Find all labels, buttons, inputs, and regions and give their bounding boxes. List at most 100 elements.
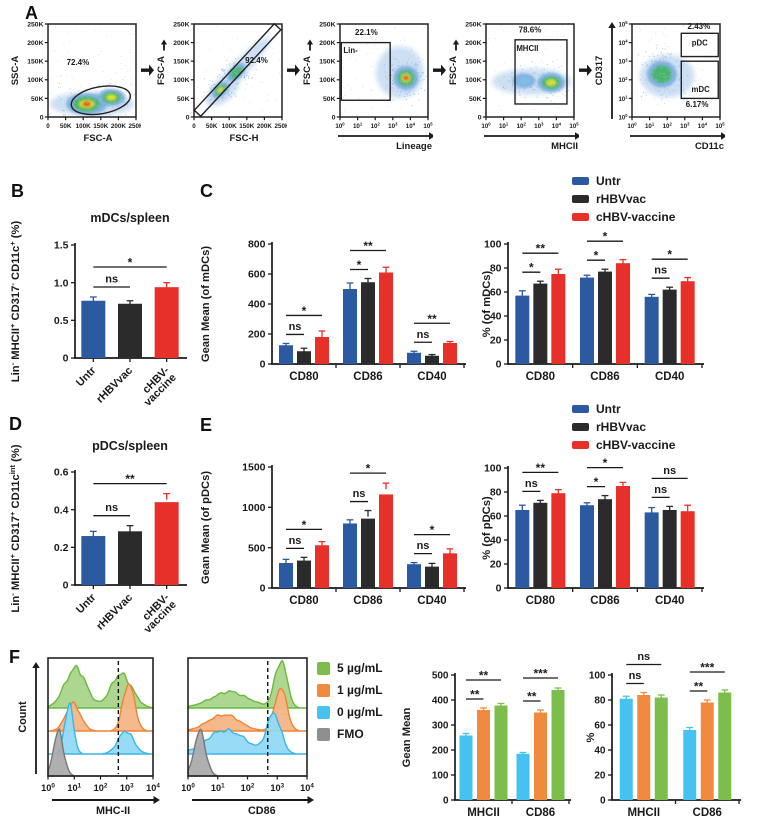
svg-text:80: 80	[490, 487, 502, 499]
category-label: rHBVvac	[94, 592, 135, 633]
density-plot-area	[340, 25, 428, 117]
svg-text:0: 0	[46, 123, 50, 130]
flow-plot-4: 0 50K 100K 150K 200K 250K 100 101 102 103 104 105 MH…	[448, 21, 579, 152]
svg-text:0: 0	[63, 353, 69, 365]
svg-text:22.1%: 22.1%	[355, 28, 378, 37]
group-legend-item-0: Untr	[572, 172, 675, 190]
svg-text:*: *	[594, 249, 599, 263]
svg-text:% (of mDCs): % (of mDCs)	[482, 270, 493, 337]
svg-text:CD40: CD40	[417, 371, 446, 383]
svg-text:200K: 200K	[27, 40, 43, 47]
svg-text:**: **	[427, 312, 437, 326]
panel-label-d: D	[9, 414, 22, 434]
svg-text:50K: 50K	[60, 123, 72, 130]
legend-swatch-icon	[572, 441, 589, 449]
legend-swatch-icon	[572, 177, 589, 185]
svg-text:***: ***	[700, 661, 714, 675]
svg-text:150K: 150K	[27, 59, 43, 66]
svg-text:100: 100	[481, 122, 491, 130]
svg-text:1000: 1000	[242, 502, 266, 514]
svg-text:**: **	[363, 239, 373, 253]
flow-plot-3: 0 50K 100K 150K 200K 250K 100 101 102 103 104 105 Li…	[302, 21, 433, 152]
group-legend-top: Untr rHBVvac cHBV-vaccine	[572, 172, 675, 226]
svg-text:102: 102	[663, 122, 673, 130]
svg-text:1.5: 1.5	[54, 240, 69, 252]
svg-text:100: 100	[484, 463, 502, 475]
svg-text:103: 103	[534, 122, 544, 130]
svg-text:100: 100	[182, 783, 195, 794]
chart-gean-mean-pdcs: 0 500 1000 1500 Gean Mean (of pDCs) CD80 ns * CD…	[196, 408, 482, 637]
svg-text:CD86: CD86	[590, 371, 619, 383]
svg-text:CD80: CD80	[526, 371, 555, 383]
svg-text:0: 0	[496, 583, 502, 595]
svg-text:200: 200	[248, 329, 266, 341]
svg-text:800: 800	[248, 239, 266, 251]
svg-text:0: 0	[260, 359, 266, 371]
panel-label-b: B	[11, 181, 24, 201]
svg-text:CD86: CD86	[693, 807, 722, 819]
svg-text:*: *	[603, 230, 608, 244]
svg-text:Gean Mean (of pDCs): Gean Mean (of pDCs)	[200, 471, 212, 584]
svg-text:Count: Count	[17, 701, 29, 733]
group-legend-item-1: rHBVvac	[572, 190, 675, 208]
group-legend-e: Untr rHBVvac cHBV-vaccine	[572, 400, 675, 454]
svg-text:*: *	[128, 255, 133, 269]
svg-text:ns: ns	[417, 329, 430, 341]
svg-text:101: 101	[619, 95, 629, 103]
svg-text:104: 104	[300, 783, 314, 794]
svg-text:100: 100	[41, 783, 55, 794]
svg-text:FSC-A: FSC-A	[448, 56, 459, 85]
svg-text:**: **	[125, 472, 135, 486]
legend-swatch-icon	[572, 423, 589, 431]
svg-text:20: 20	[490, 559, 502, 571]
category-label: Untr	[74, 591, 99, 616]
density-plot-area	[197, 24, 282, 117]
svg-text:CD80: CD80	[526, 595, 555, 607]
svg-text:100K: 100K	[465, 77, 481, 84]
svg-text:50K: 50K	[323, 96, 336, 103]
dose-legend-item-0: 5 µg/mL	[317, 657, 383, 679]
svg-text:200K: 200K	[465, 40, 481, 47]
svg-text:2.43%: 2.43%	[688, 22, 711, 31]
svg-text:250K: 250K	[319, 21, 335, 28]
svg-text:40: 40	[490, 535, 502, 547]
legend-swatch-icon	[317, 683, 330, 697]
svg-text:FSC-A: FSC-A	[302, 56, 313, 85]
svg-text:FSC-H: FSC-H	[229, 133, 258, 144]
svg-text:100K: 100K	[319, 77, 335, 84]
svg-text:ns: ns	[289, 535, 302, 547]
svg-text:200K: 200K	[319, 40, 335, 47]
svg-text:200: 200	[432, 746, 449, 757]
svg-text:104: 104	[619, 39, 629, 47]
svg-text:SSC-A: SSC-A	[10, 56, 21, 86]
svg-text:CD40: CD40	[417, 595, 446, 607]
svg-text:50K: 50K	[31, 96, 44, 103]
svg-text:104: 104	[146, 783, 160, 794]
svg-text:*: *	[529, 261, 534, 275]
svg-text:250K: 250K	[128, 123, 141, 130]
svg-text:300: 300	[432, 721, 449, 732]
svg-text:Lin- MHCII+ CD317+ CD11cint (%: Lin- MHCII+ CD317+ CD11cint (%)	[8, 444, 22, 612]
chart-f-gean-mean: 0 100 200 300 400 500 Gean Mean MHCII ** ** CD86 **…	[398, 648, 588, 833]
chart-percent-pdcs: 0 20 40 60 80 100% (of pDCs) CD80 ns ** CD86 * * CD4…	[481, 408, 758, 637]
svg-text:CD86: CD86	[590, 595, 619, 607]
group-legend-e-item-1: rHBVvac	[572, 418, 675, 436]
flow-plot-5: 100 101 102 103 104 105 100 101 102 103 104 105 CD11…	[594, 20, 725, 152]
gating-arrow-icon	[287, 64, 300, 76]
svg-text:0: 0	[478, 114, 482, 121]
panel-label-f: F	[9, 647, 20, 667]
svg-text:CD40: CD40	[655, 371, 684, 383]
flow-cytometry-gating-row: 050K100K150K200K250K050K100K150K200K250K…	[8, 12, 725, 164]
svg-text:CD40: CD40	[655, 595, 684, 607]
svg-text:CD80: CD80	[289, 371, 318, 383]
svg-text:100: 100	[627, 122, 637, 130]
svg-text:CD80: CD80	[289, 595, 318, 607]
svg-text:200K: 200K	[257, 123, 273, 130]
svg-text:ns: ns	[637, 651, 650, 663]
svg-text:0: 0	[40, 114, 44, 121]
svg-text:pDC: pDC	[692, 38, 708, 47]
svg-text:250K: 250K	[465, 21, 481, 28]
svg-text:ns: ns	[525, 478, 538, 490]
